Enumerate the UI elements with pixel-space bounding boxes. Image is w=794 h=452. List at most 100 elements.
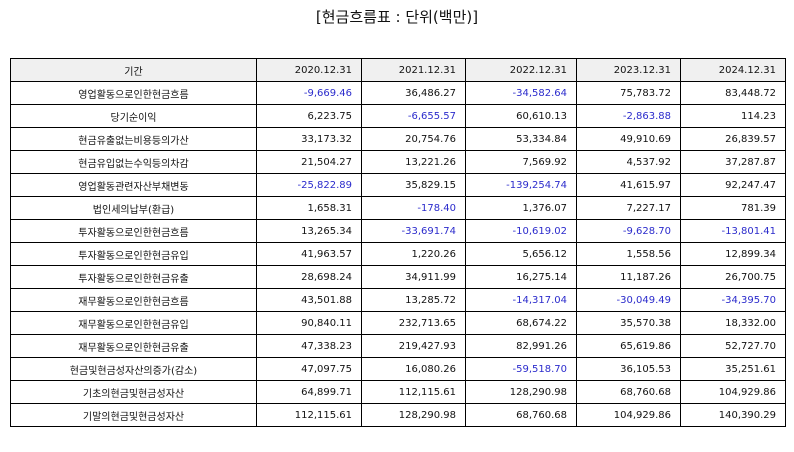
table-cell-value: 52,727.70 (680, 334, 786, 358)
row-label: 투자활동으로인한현금흐름 (10, 219, 257, 243)
table-cell-value: 7,569.92 (465, 150, 577, 174)
table-cell-value: 49,910.69 (576, 127, 681, 151)
header-period-2022: 2022.12.31 (465, 58, 577, 82)
row-label: 영업활동관련자산부채변동 (10, 173, 257, 197)
table-cell-value: 21,504.27 (256, 150, 362, 174)
table-cell-value: -178.40 (361, 196, 466, 220)
table-cell-value: 1,220.26 (361, 242, 466, 266)
table-cell-value: 13,285.72 (361, 288, 466, 312)
table-cell-value: -25,822.89 (256, 173, 362, 197)
row-label: 법인세의납부(환급) (10, 196, 257, 220)
table-cell-value: 41,615.97 (576, 173, 681, 197)
table-cell-value: 232,713.65 (361, 311, 466, 335)
table-body: 영업활동으로인한현금흐름 -9,669.46 36,486.27 -34,582.64… (10, 81, 786, 427)
row-label: 투자활동으로인한현금유입 (10, 242, 257, 266)
cash-flow-table: 기간 2020.12.31 2021.12.31 2022.12.31 2023… (10, 58, 786, 427)
table-row: 영업활동으로인한현금흐름 -9,669.46 36,486.27 -34,582.64… (10, 81, 786, 105)
table-cell-value: 28,698.24 (256, 265, 362, 289)
table-cell-value: 4,537.92 (576, 150, 681, 174)
table-cell-value: -34,395.70 (680, 288, 786, 312)
table-cell-value: 75,783.72 (576, 81, 681, 105)
table-cell-value: 36,105.53 (576, 357, 681, 381)
row-label: 기말의현금및현금성자산 (10, 403, 257, 427)
table-cell-value: 1,658.31 (256, 196, 362, 220)
table-cell-value: 37,287.87 (680, 150, 786, 174)
table-row: 법인세의납부(환급) 1,658.31 -178.40 1,376.07 7,227.1… (10, 196, 786, 220)
table-cell-value: 34,911.99 (361, 265, 466, 289)
row-label: 재무활동으로인한현금유입 (10, 311, 257, 335)
table-row: 재무활동으로인한현금흐름 43,501.88 13,285.72 -14,317.04… (10, 288, 786, 312)
table-cell-value: 140,390.29 (680, 403, 786, 427)
table-cell-value: 26,700.75 (680, 265, 786, 289)
table-cell-value: 33,173.32 (256, 127, 362, 151)
table-cell-value: 18,332.00 (680, 311, 786, 335)
header-period-2020: 2020.12.31 (256, 58, 362, 82)
table-cell-value: -6,655.57 (361, 104, 466, 128)
table-row: 투자활동으로인한현금유출 28,698.24 34,911.99 16,275.14 1… (10, 265, 786, 289)
table-cell-value: 68,760.68 (576, 380, 681, 404)
row-label: 현금유출없는비용등의가산 (10, 127, 257, 151)
page-title: [현금흐름표 : 단위(백만)] (315, 8, 479, 26)
table-cell-value: 16,080.26 (361, 357, 466, 381)
table-cell-value: 112,115.61 (256, 403, 362, 427)
table-cell-value: 5,656.12 (465, 242, 577, 266)
table-row: 기초의현금및현금성자산 64,899.71 112,115.61 128,290.98… (10, 380, 786, 404)
table-cell-value: 60,610.13 (465, 104, 577, 128)
row-label: 현금및현금성자산의증가(감소) (10, 357, 257, 381)
table-cell-value: 128,290.98 (465, 380, 577, 404)
table-cell-value: 12,899.34 (680, 242, 786, 266)
table-cell-value: -33,691.74 (361, 219, 466, 243)
table-cell-value: 90,840.11 (256, 311, 362, 335)
table-cell-value: 68,674.22 (465, 311, 577, 335)
table-cell-value: 781.39 (680, 196, 786, 220)
row-label: 기초의현금및현금성자산 (10, 380, 257, 404)
table-row: 현금유입없는수익등의차감 21,504.27 13,221.26 7,569.92 4,… (10, 150, 786, 174)
header-period-2021: 2021.12.31 (361, 58, 466, 82)
table-cell-value: -9,669.46 (256, 81, 362, 105)
table-cell-value: 65,619.86 (576, 334, 681, 358)
table-cell-value: 83,448.72 (680, 81, 786, 105)
table-row: 재무활동으로인한현금유출 47,338.23 219,427.93 82,991.26… (10, 334, 786, 358)
table-cell-value: 64,899.71 (256, 380, 362, 404)
table-row: 투자활동으로인한현금흐름 13,265.34 -33,691.74 -10,619.0… (10, 219, 786, 243)
row-label: 현금유입없는수익등의차감 (10, 150, 257, 174)
table-cell-value: 112,115.61 (361, 380, 466, 404)
table-cell-value: 1,376.07 (465, 196, 577, 220)
table-cell-value: 43,501.88 (256, 288, 362, 312)
table-cell-value: 53,334.84 (465, 127, 577, 151)
table-cell-value: 68,760.68 (465, 403, 577, 427)
row-label: 재무활동으로인한현금흐름 (10, 288, 257, 312)
table-cell-value: 47,097.75 (256, 357, 362, 381)
table-cell-value: 35,570.38 (576, 311, 681, 335)
table-cell-value: 82,991.26 (465, 334, 577, 358)
table-cell-value: 35,251.61 (680, 357, 786, 381)
table-cell-value: 41,963.57 (256, 242, 362, 266)
header-period-label: 기간 (10, 58, 257, 82)
table-row: 투자활동으로인한현금유입 41,963.57 1,220.26 5,656.12 1,5… (10, 242, 786, 266)
table-cell-value: 219,427.93 (361, 334, 466, 358)
table-cell-value: 36,486.27 (361, 81, 466, 105)
table-cell-value: -59,518.70 (465, 357, 577, 381)
table-cell-value: -10,619.02 (465, 219, 577, 243)
table-cell-value: 13,221.26 (361, 150, 466, 174)
table-cell-value: 11,187.26 (576, 265, 681, 289)
table-cell-value: -13,801.41 (680, 219, 786, 243)
header-period-2023: 2023.12.31 (576, 58, 681, 82)
table-cell-value: 104,929.86 (680, 380, 786, 404)
table-row: 현금및현금성자산의증가(감소) 47,097.75 16,080.26 -59,518… (10, 357, 786, 381)
table-cell-value: 16,275.14 (465, 265, 577, 289)
table-cell-value: -14,317.04 (465, 288, 577, 312)
table-cell-value: -139,254.74 (465, 173, 577, 197)
table-cell-value: 35,829.15 (361, 173, 466, 197)
table-row: 현금유출없는비용등의가산 33,173.32 20,754.76 53,334.84 4… (10, 127, 786, 151)
table-row: 당기순이익 6,223.75 -6,655.57 60,610.13 -2,863.88… (10, 104, 786, 128)
row-label: 투자활동으로인한현금유출 (10, 265, 257, 289)
table-cell-value: 1,558.56 (576, 242, 681, 266)
table-cell-value: 13,265.34 (256, 219, 362, 243)
row-label: 재무활동으로인한현금유출 (10, 334, 257, 358)
table-cell-value: 104,929.86 (576, 403, 681, 427)
table-cell-value: 6,223.75 (256, 104, 362, 128)
table-row: 영업활동관련자산부채변동 -25,822.89 35,829.15 -139,254.… (10, 173, 786, 197)
header-period-2024: 2024.12.31 (680, 58, 786, 82)
row-label: 당기순이익 (10, 104, 257, 128)
